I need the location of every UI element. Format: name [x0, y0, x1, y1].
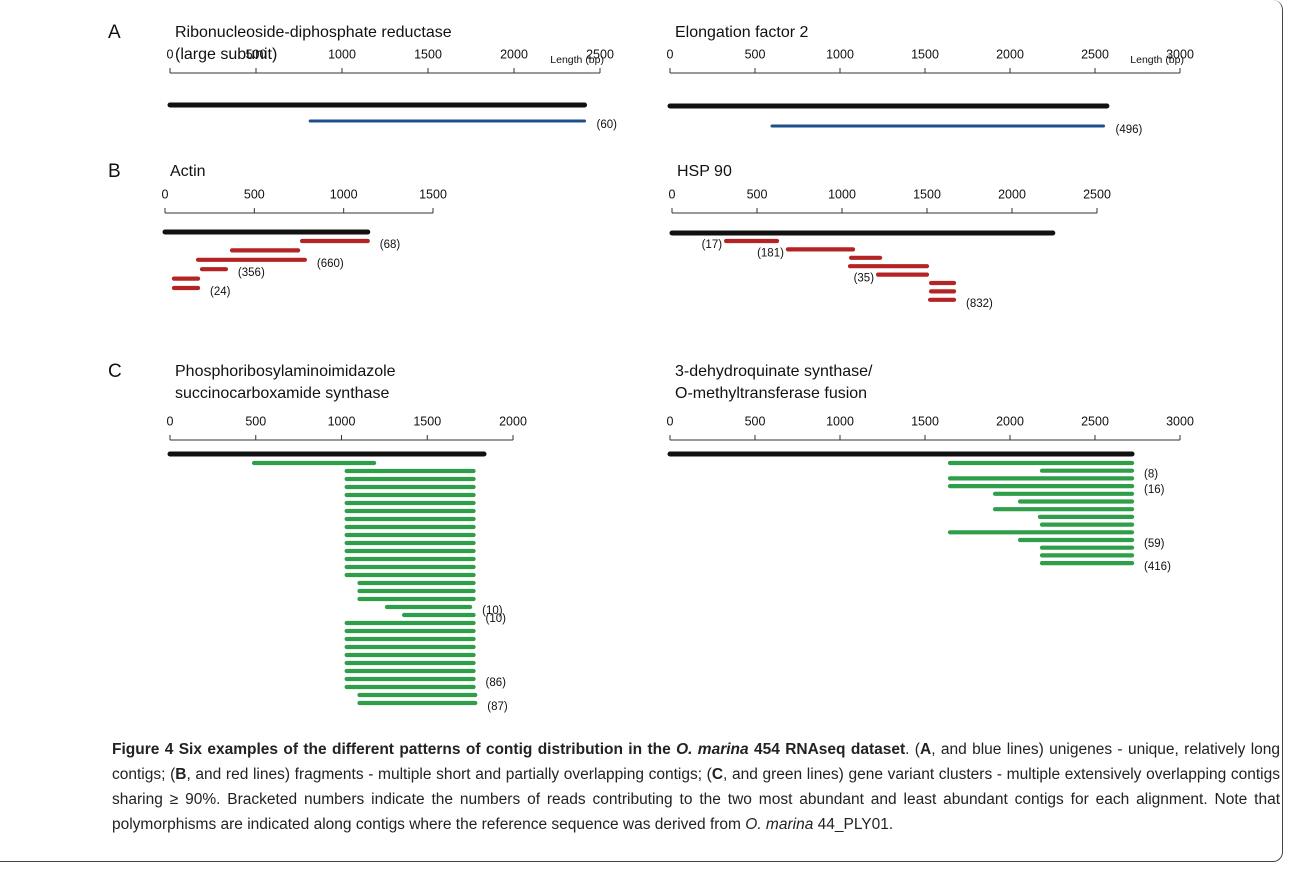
tick-label: 1500 — [913, 187, 941, 201]
tick-label: 500 — [745, 414, 766, 428]
read-count: (832) — [966, 298, 993, 310]
tick-label: 2000 — [499, 414, 527, 428]
tick-label: 2500 — [1081, 414, 1109, 428]
read-count: (86) — [486, 677, 507, 689]
tick-label: 1000 — [826, 47, 854, 61]
tick-label: 500 — [745, 47, 766, 61]
panel-title: HSP 90 — [677, 163, 732, 180]
read-count: (416) — [1144, 561, 1171, 573]
panel-title: succinocarboxamide synthase — [175, 385, 389, 402]
tick-label: 1000 — [330, 187, 358, 201]
caption-text: O. marina — [745, 816, 814, 833]
caption-text: Figure 4 Six examples of the different p… — [112, 741, 677, 758]
tick-label: 1000 — [328, 47, 356, 61]
read-count: (68) — [380, 239, 401, 251]
tick-label: 1500 — [911, 47, 939, 61]
figure: A Ribonucleoside-diphosphate reductase (la… — [108, 22, 1194, 713]
tick-label: 2000 — [500, 47, 528, 61]
read-count: (35) — [854, 273, 875, 285]
tick-label: 0 — [167, 47, 174, 61]
tick-label: 2500 — [1083, 187, 1111, 201]
panel-letter: C — [108, 361, 122, 382]
read-count: (660) — [317, 258, 344, 270]
caption-text: A — [919, 741, 932, 758]
tick-label: 1500 — [419, 187, 447, 201]
caption-text: B — [175, 766, 187, 783]
panel-title: 3-dehydroquinate synthase/ — [675, 363, 873, 380]
read-count: (10) — [486, 613, 507, 625]
panel-title: O-methyltransferase fusion — [675, 385, 867, 402]
read-count: (8) — [1144, 469, 1158, 481]
tick-label: 1500 — [413, 414, 441, 428]
read-count: (59) — [1144, 538, 1165, 550]
caption-text: C — [711, 766, 724, 783]
caption-text: 44_PLY01. — [813, 816, 894, 833]
tick-label: 2500 — [586, 47, 614, 61]
read-count: (60) — [597, 119, 618, 131]
tick-label: 3000 — [1166, 414, 1194, 428]
tick-label: 2000 — [998, 187, 1026, 201]
panel-letter: B — [108, 161, 121, 182]
panel-title: Phosphoribosylaminoimidazole — [175, 363, 396, 380]
caption-text: , and red lines) fragments - multiple sh… — [186, 766, 712, 783]
tick-label: 1000 — [828, 187, 856, 201]
panel-title: (large subunit) — [175, 46, 277, 63]
figure-caption: Figure 4 Six examples of the different p… — [112, 737, 1280, 837]
tick-label: 0 — [167, 414, 174, 428]
tick-label: 500 — [244, 187, 265, 201]
panel-title: Actin — [170, 163, 206, 180]
tick-label: 0 — [667, 47, 674, 61]
tick-label: 2000 — [996, 47, 1024, 61]
tick-label: 2000 — [996, 414, 1024, 428]
tick-label: 1500 — [414, 47, 442, 61]
tick-label: 500 — [246, 47, 267, 61]
tick-label: 500 — [245, 414, 266, 428]
panel-title: Ribonucleoside-diphosphate reductase — [175, 24, 452, 41]
tick-label: 0 — [162, 187, 169, 201]
read-count: (16) — [1144, 484, 1165, 496]
tick-label: 1000 — [328, 414, 356, 428]
read-count: (17) — [702, 239, 723, 251]
tick-label: 500 — [747, 187, 768, 201]
caption-text: , and green lines) gene variant clusters… — [112, 766, 1280, 833]
panel-letter: A — [108, 22, 121, 43]
caption-text: , and blue lines) unigenes - unique, rel… — [112, 741, 1281, 783]
read-count: (181) — [757, 247, 784, 259]
read-count: (356) — [238, 267, 265, 279]
tick-label: 1500 — [911, 414, 939, 428]
caption-text: 454 RNAseq dataset — [748, 741, 906, 758]
read-count: (10) — [482, 605, 503, 617]
tick-label: 3000 — [1166, 47, 1194, 61]
caption-text: O. marina — [676, 741, 749, 758]
read-count: (87) — [487, 701, 508, 713]
panel-title: Elongation factor 2 — [675, 24, 809, 41]
tick-label: 0 — [667, 414, 674, 428]
read-count: (496) — [1116, 124, 1143, 136]
axis-label: Length (bp) — [1130, 54, 1184, 66]
read-count: (24) — [210, 286, 231, 298]
tick-label: 0 — [669, 187, 676, 201]
tick-label: 1000 — [826, 414, 854, 428]
tick-label: 2500 — [1081, 47, 1109, 61]
axis-label: Length (bp) — [550, 54, 604, 66]
caption-text: . ( — [905, 741, 920, 758]
